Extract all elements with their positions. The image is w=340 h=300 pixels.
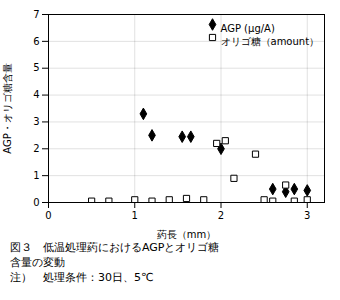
svg-text:3: 3 [33,116,39,127]
svg-text:0: 0 [45,210,51,221]
svg-text:6: 6 [33,36,39,47]
svg-text:AGP・オリゴ糖含量: AGP・オリゴ糖含量 [2,63,13,153]
svg-text:3: 3 [304,210,310,221]
html-text:含量の変動: 含量の変動 [10,256,65,269]
svg-text:7: 7 [33,9,39,20]
svg-text:葯長（mm）: 葯長（mm） [157,229,216,240]
svg-text:2: 2 [33,143,39,154]
svg-text:1: 1 [33,170,39,181]
svg-text:2: 2 [218,210,224,221]
svg-text:0: 0 [33,197,39,208]
svg-text:AGP (μg/A): AGP (μg/A) [221,23,275,34]
html-text:注） 処理条件：30日、5℃: 注） 処理条件：30日、5℃ [10,271,154,284]
svg-text:1: 1 [132,210,138,221]
svg-text:オリゴ糖（amount）: オリゴ糖（amount） [221,36,320,47]
html-text:図３ 低温処理葯におけるAGPとオリゴ糖: 図３ 低温処理葯におけるAGPとオリゴ糖 [10,241,220,254]
svg-text:5: 5 [33,62,39,73]
svg-text:4: 4 [33,89,39,100]
